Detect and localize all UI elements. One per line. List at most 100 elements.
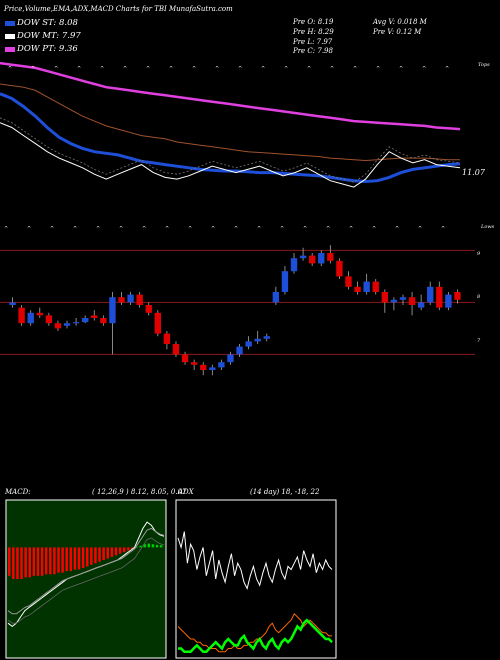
macd-hist-bar: [36, 547, 40, 576]
candle-body: [227, 354, 234, 363]
legend-swatch-pt: [5, 47, 15, 52]
macd-label: MACD:: [5, 488, 31, 496]
candle-body: [363, 281, 370, 292]
adx-line: [177, 531, 333, 590]
candle-body: [100, 318, 107, 324]
macd-hist-bar: [110, 547, 114, 557]
tops-marker: ^: [330, 66, 334, 72]
macd-hist-bar: [57, 547, 60, 573]
adx-label: ADX: [178, 488, 194, 496]
macd-hist-bar: [24, 547, 27, 578]
macd-hist-bar: [40, 547, 44, 576]
macd-signal-line-2: [7, 537, 165, 624]
legend-pt: DOW PT: 9.36: [17, 44, 78, 54]
candle-body: [399, 297, 407, 300]
candle-body: [209, 367, 216, 370]
macd-signal-line: [7, 527, 165, 615]
lows-marker: ^: [211, 226, 215, 232]
candle-body: [91, 315, 98, 318]
candle-body: [136, 294, 143, 305]
candle-body: [318, 253, 325, 264]
last-price-label: 11.07: [462, 168, 485, 177]
stat-close: Pre C: 7.98: [293, 47, 333, 55]
stat-high: Pre H: 8.29: [293, 28, 334, 36]
macd-hist-bar: [49, 547, 52, 575]
lows-label: Lows: [481, 224, 495, 230]
macd-hist-bar: [12, 547, 15, 579]
macd-hist-bar: [94, 547, 97, 564]
candle-body: [245, 341, 252, 347]
macd-hist-bar: [86, 547, 89, 567]
legend-mt: DOW MT: 7.97: [17, 31, 81, 41]
candle-body: [454, 292, 461, 300]
candle-body: [172, 344, 180, 355]
macd-hist-bar: [61, 547, 64, 573]
price-line: [0, 122, 461, 188]
candle-body: [9, 302, 16, 305]
lows-marker: ^: [234, 226, 238, 232]
macd-hist-bar: [32, 547, 36, 576]
macd-hist-bar: [122, 547, 126, 553]
candle-body: [281, 271, 289, 292]
stat-avg-volume: Avg V: 0.018 M: [373, 18, 427, 26]
candle-body: [82, 318, 89, 323]
lows-marker: ^: [349, 226, 353, 232]
candle-body: [427, 286, 434, 303]
lows-marker: ^: [96, 226, 100, 232]
level-label-8: 8: [477, 294, 481, 300]
macd-hist-bar: [118, 547, 122, 554]
tops-marker: ^: [54, 66, 58, 72]
candle-body: [127, 294, 134, 303]
macd-hist-bar: [155, 544, 159, 548]
candle-body: [163, 333, 171, 344]
candle-body: [200, 364, 207, 370]
candle-body: [63, 323, 71, 326]
lows-marker: ^: [119, 226, 123, 232]
tops-marker: ^: [238, 66, 242, 72]
lows-marker: ^: [303, 226, 307, 232]
candle-body: [36, 312, 43, 316]
tops-marker: ^: [123, 66, 127, 72]
tops-marker: ^: [31, 66, 35, 72]
candle-body: [18, 307, 25, 324]
candle-body: [263, 336, 270, 339]
tops-marker: ^: [8, 66, 12, 72]
ema-mid-line: [0, 83, 460, 162]
ema-long-line: [0, 61, 461, 131]
candle-body: [27, 312, 34, 324]
legend-swatch-mt: [5, 34, 15, 39]
adx-panel-bg: [175, 499, 337, 659]
tops-marker: ^: [77, 66, 81, 72]
adx-plus-di-line: [178, 618, 333, 653]
lows-marker: ^: [395, 226, 399, 232]
candle-body: [299, 255, 307, 259]
tops-marker: ^: [376, 66, 380, 72]
candle-body: [436, 286, 443, 308]
macd-hist-bar: [90, 547, 93, 565]
macd-hist-bar: [28, 547, 31, 578]
macd-hist-bar: [8, 547, 11, 576]
price-shadow-line: [0, 117, 461, 183]
lows-marker: ^: [165, 226, 169, 232]
macd-hist-bar: [98, 547, 101, 562]
tops-marker: ^: [146, 66, 150, 72]
macd-hist-bar: [143, 544, 146, 548]
macd-hist-bar: [44, 547, 48, 575]
candle-body: [327, 253, 334, 261]
candle-body: [309, 255, 316, 264]
macd-hist-bar: [159, 545, 163, 548]
candle-body: [118, 297, 125, 303]
macd-hist-bar: [135, 546, 138, 548]
macd-hist-bar: [16, 547, 19, 579]
candle-body: [109, 297, 116, 324]
macd-hist-bar: [20, 547, 23, 579]
tops-label: Tops: [478, 62, 490, 68]
macd-panel-bg: [5, 499, 167, 659]
macd-hist-bar: [81, 547, 85, 568]
ema-short-line: [0, 92, 461, 184]
macd-params: ( 12,26,9 ) 8.12, 8.05, 0.07: [92, 488, 187, 496]
tops-marker: ^: [215, 66, 219, 72]
tops-marker: ^: [261, 66, 265, 72]
stat-open: Pre O: 8.19: [293, 18, 334, 26]
